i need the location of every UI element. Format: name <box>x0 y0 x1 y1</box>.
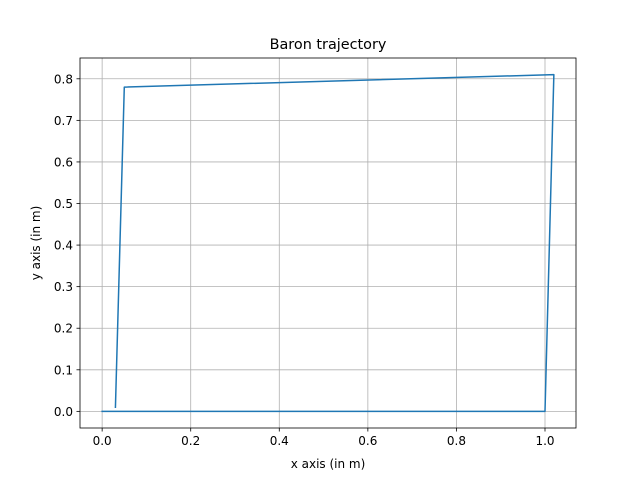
x-tick-label: 0.2 <box>181 434 200 448</box>
y-tick-label: 0.3 <box>54 280 73 294</box>
grid-layer <box>80 58 576 428</box>
ticks-layer: 0.0 0.2 0.4 0.6 0.8 1.0 0.0 0.1 0.2 0.3 0.4 0.5 0.6 0… <box>54 72 555 448</box>
y-tick-label: 0.5 <box>54 197 73 211</box>
x-tick-label: 0.0 <box>93 434 112 448</box>
x-tick-label: 0.8 <box>447 434 466 448</box>
trajectory-line <box>101 73 555 413</box>
x-tick-label: 0.6 <box>358 434 377 448</box>
plot-area <box>80 58 576 428</box>
x-tick-label: 1.0 <box>535 434 554 448</box>
series-layer <box>101 73 555 413</box>
y-tick-label: 0.8 <box>54 72 73 86</box>
y-tick-label: 0.1 <box>54 363 73 377</box>
y-axis-label: y axis (in m) <box>29 206 43 281</box>
y-tick-label: 0.4 <box>54 239 73 253</box>
y-tick-label: 0.7 <box>54 114 73 128</box>
chart-title: Baron trajectory <box>270 37 387 53</box>
x-axis-label: x axis (in m) <box>291 457 366 471</box>
plot-frame <box>79 57 577 429</box>
x-tick-label: 0.4 <box>270 434 289 448</box>
y-tick-label: 0.2 <box>54 322 73 336</box>
y-tick-label: 0.0 <box>54 405 73 419</box>
y-tick-label: 0.6 <box>54 155 73 169</box>
